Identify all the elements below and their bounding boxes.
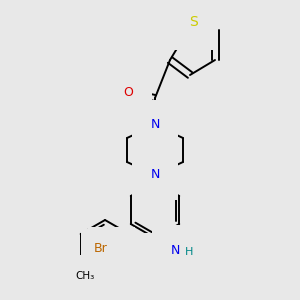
Text: Br: Br: [94, 242, 107, 254]
Text: N: N: [150, 118, 160, 131]
Text: CH₃: CH₃: [84, 249, 103, 259]
Text: S: S: [189, 15, 197, 29]
Text: O: O: [106, 245, 116, 259]
Text: N: N: [150, 169, 160, 182]
Text: N: N: [170, 244, 180, 256]
Text: H: H: [185, 247, 194, 257]
Text: O: O: [123, 251, 133, 265]
Text: O: O: [123, 85, 133, 98]
Text: CH₃: CH₃: [75, 271, 94, 281]
